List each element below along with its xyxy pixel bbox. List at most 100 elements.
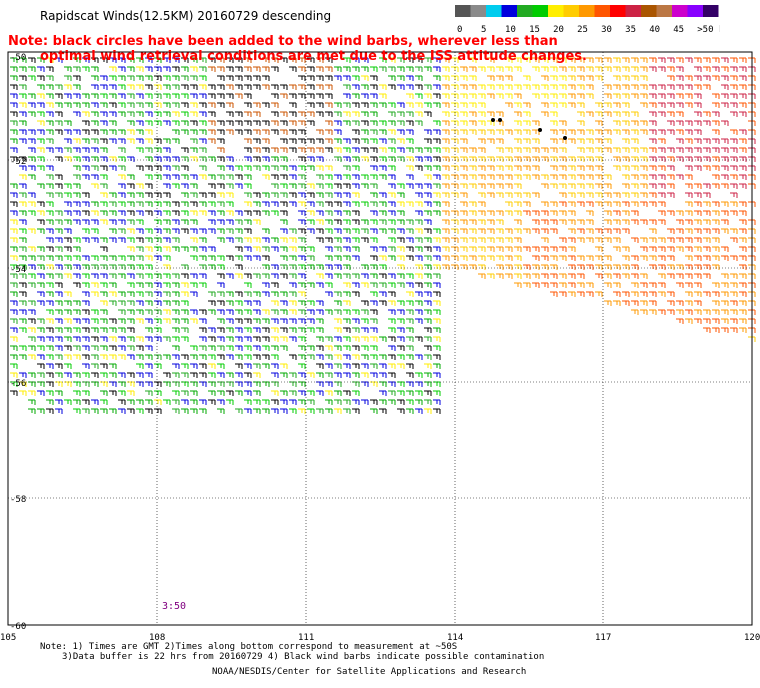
wind-barb [559,183,567,189]
wind-barb [649,246,657,252]
wind-barb [127,273,135,279]
wind-barb [73,246,81,252]
wind-barb [127,93,135,99]
wind-barb [199,84,207,90]
wind-barb [73,66,81,72]
wind-barb [559,255,567,261]
wind-barb [289,390,297,396]
wind-barb [82,156,90,162]
wind-barb [370,228,378,234]
wind-barb [451,66,459,72]
wind-barb [334,147,342,153]
wind-barb [406,93,414,99]
wind-barb [433,75,441,81]
wind-barb [307,408,315,414]
wind-barb [712,237,720,243]
wind-barb [658,192,666,198]
wind-barb [631,120,639,126]
wind-barb [721,282,729,288]
wind-barb [199,129,207,135]
wind-barb [235,255,243,261]
wind-barb [397,399,405,405]
wind-barb [685,273,693,279]
wind-barb [253,156,261,162]
wind-barb [100,300,108,306]
wind-barb [289,66,297,72]
wind-barb [73,147,81,153]
wind-barb [703,165,711,171]
wind-barb [361,237,369,243]
wind-barb [64,363,72,369]
wind-barb [145,264,153,270]
wind-barb [19,354,27,360]
wind-barb [217,354,225,360]
wind-barb [271,246,279,252]
wind-barb [460,264,468,270]
wind-barb [19,237,27,243]
wind-barb [442,156,450,162]
wind-barb [667,255,675,261]
wind-barb [550,282,558,288]
wind-barb [154,336,162,342]
wind-barb [289,111,297,117]
wind-barb [271,408,279,414]
wind-barb [226,111,234,117]
wind-barb [82,291,90,297]
wind-barb [640,57,648,63]
wind-barb [37,318,45,324]
wind-barb [541,246,549,252]
wind-barb [640,102,648,108]
wind-barb [244,57,252,63]
wind-barb [127,120,135,126]
wind-barb [676,129,684,135]
wind-barb [352,255,360,261]
wind-barb [388,210,396,216]
wind-barb [712,291,720,297]
wind-barb [703,291,711,297]
contamination-circle [498,118,502,122]
wind-barb [46,192,54,198]
wind-barb [622,174,630,180]
wind-barb [604,102,612,108]
wind-barb [370,255,378,261]
wind-barb [289,336,297,342]
wind-barb [577,84,585,90]
wind-barb [55,120,63,126]
wind-barb [244,228,252,234]
wind-barb [361,354,369,360]
wind-barb [226,93,234,99]
wind-barb [271,192,279,198]
wind-barb [712,219,720,225]
wind-barb [82,111,90,117]
wind-barb [109,273,117,279]
wind-barb [568,201,576,207]
wind-barb [181,183,189,189]
wind-barb [721,165,729,171]
wind-barb [406,111,414,117]
wind-barb [532,228,540,234]
wind-barb [208,291,216,297]
wind-barb [577,201,585,207]
wind-barb [37,129,45,135]
wind-barb [298,264,306,270]
wind-barb [271,84,279,90]
wind-barb [424,102,432,108]
wind-barb [388,156,396,162]
wind-barb [154,93,162,99]
wind-barb [172,300,180,306]
wind-barb [586,174,594,180]
wind-barb [226,102,234,108]
wind-barb [100,264,108,270]
wind-barb [622,210,630,216]
wind-barb [37,111,45,117]
wind-barb [433,66,441,72]
wind-barb [595,111,603,117]
wind-barb [217,156,225,162]
wind-barb [73,75,81,81]
wind-barb [46,300,54,306]
wind-barb [163,84,171,90]
wind-barb [739,147,747,153]
wind-barb [10,255,18,261]
wind-barb [316,210,324,216]
wind-barb [244,255,252,261]
